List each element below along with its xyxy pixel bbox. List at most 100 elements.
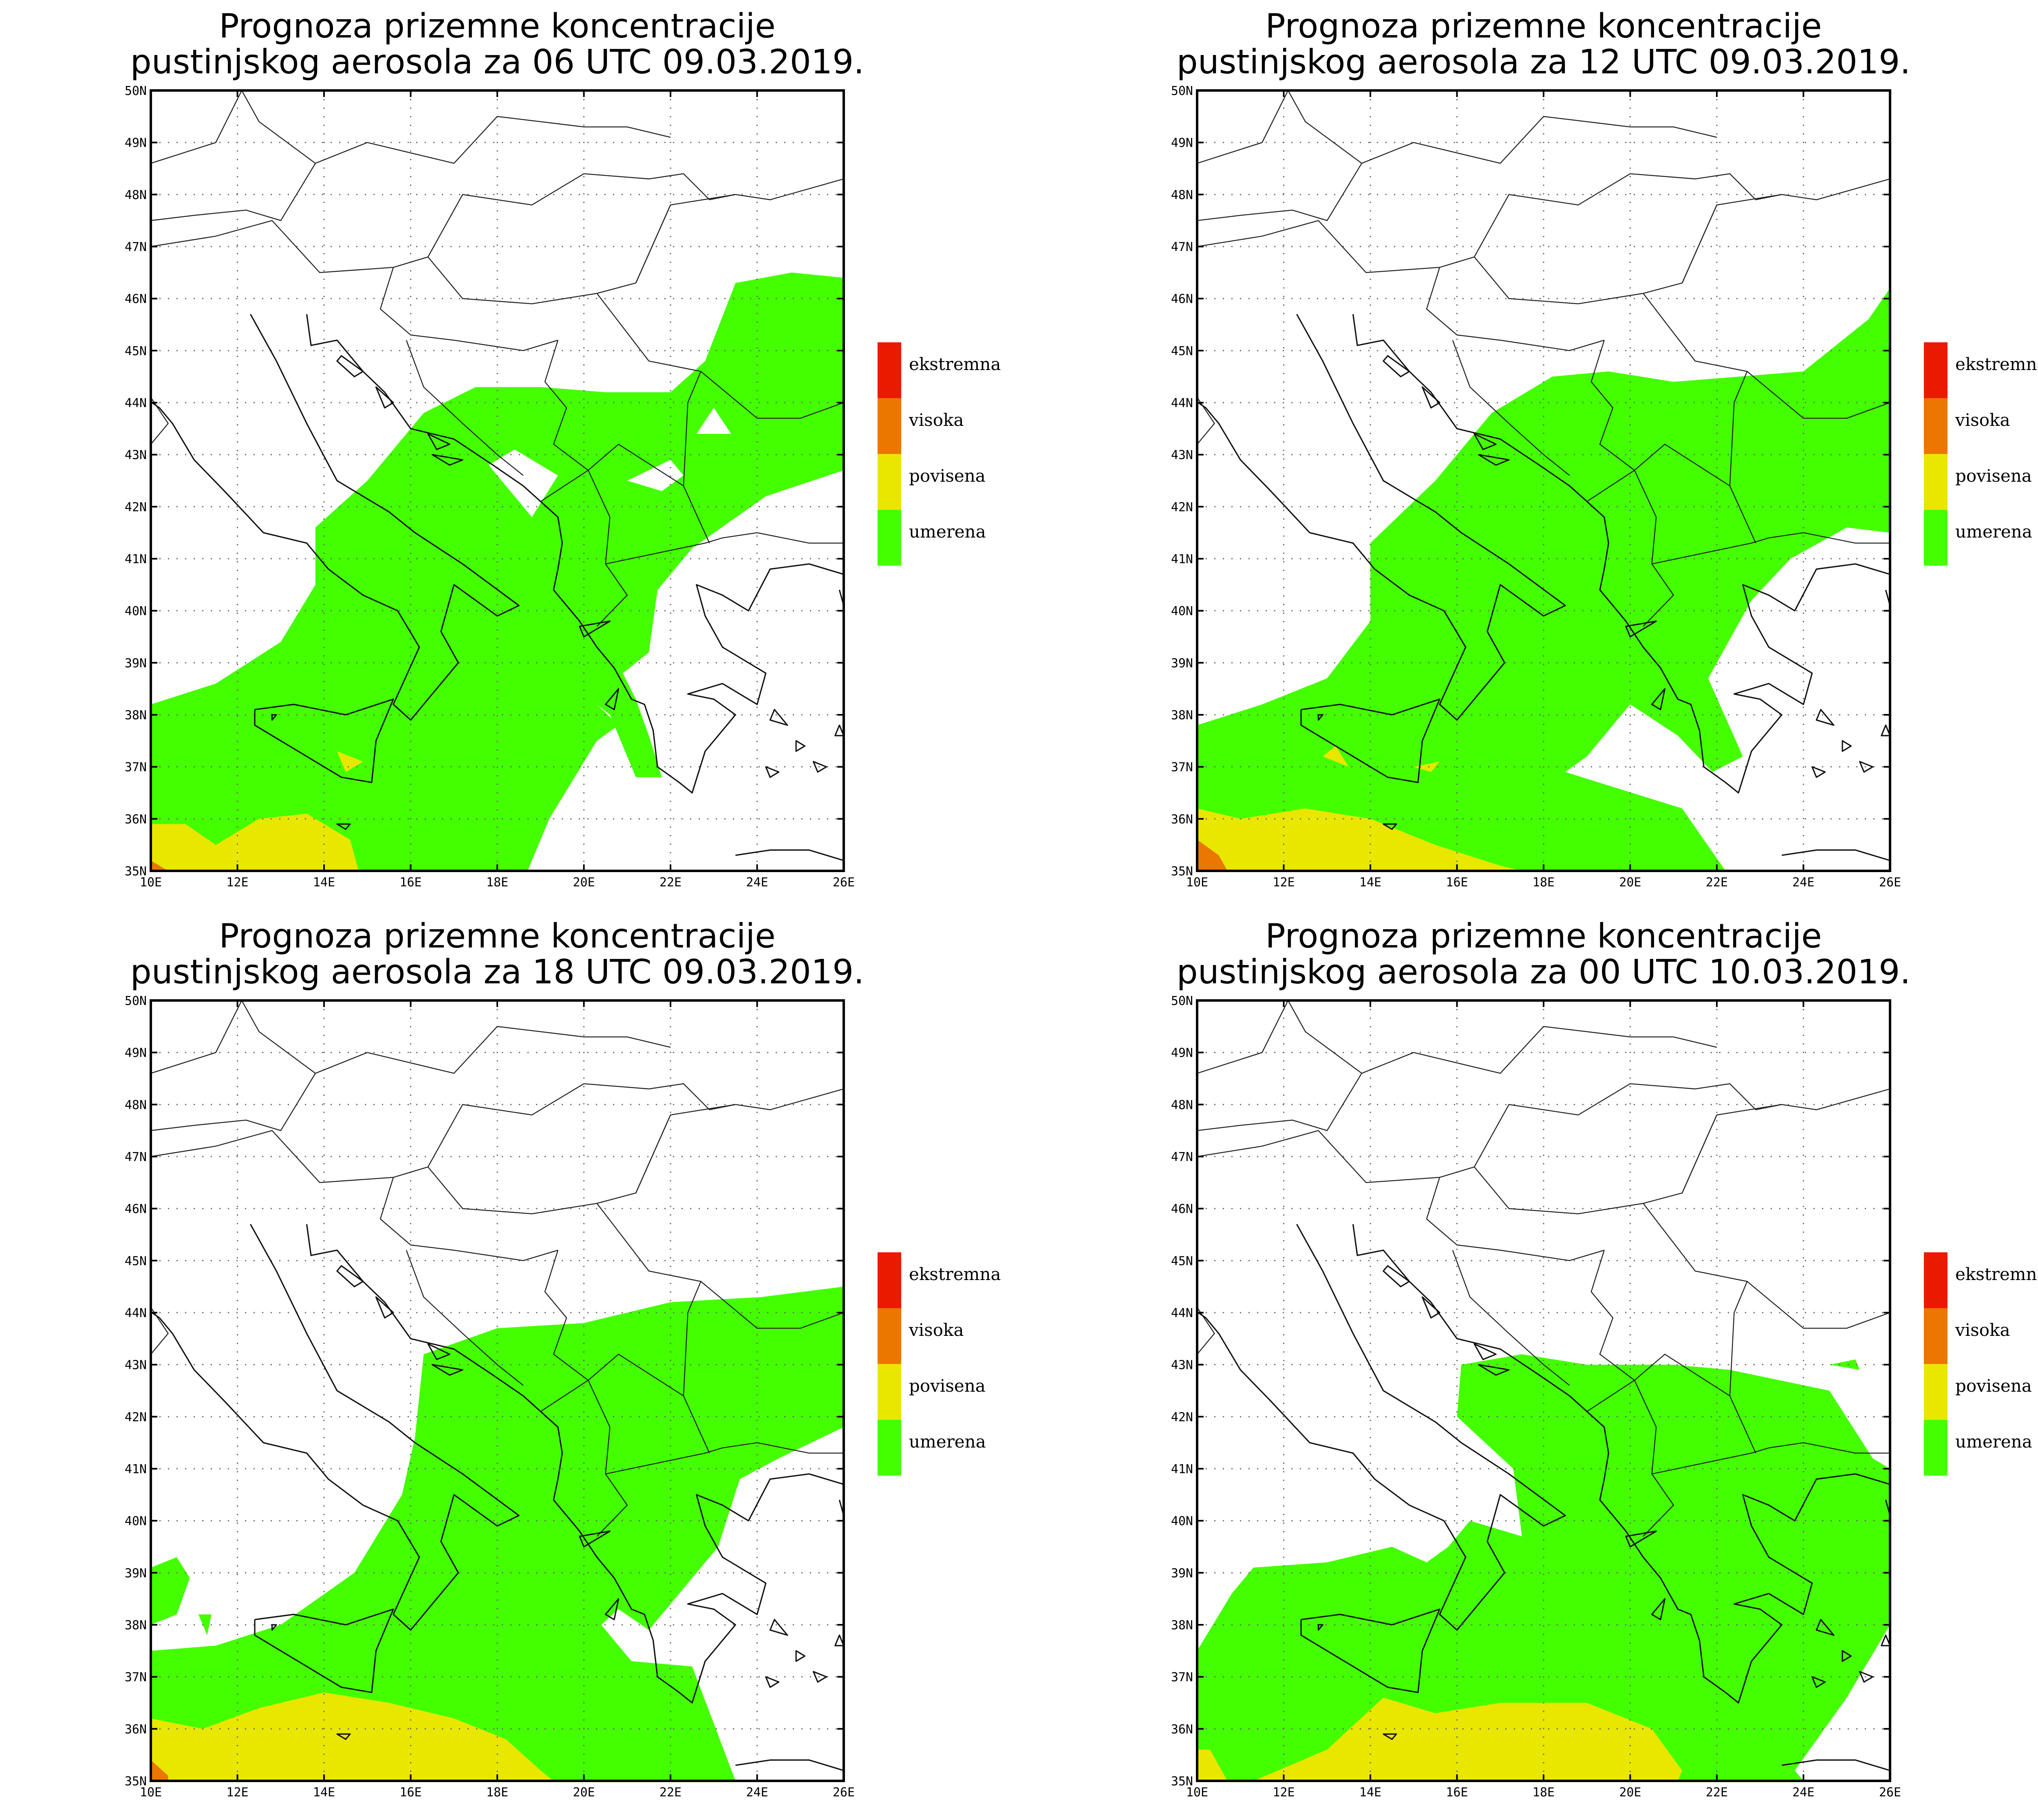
country-border (151, 90, 243, 164)
legend: ekstremna visoka povisena umerena (878, 1252, 1001, 1476)
lat-tick-label: 40N (1171, 604, 1193, 619)
coastline (1782, 1759, 1890, 1772)
map-figure: Prognoza prizemne koncentracijepustinjsk… (1171, 7, 2038, 890)
country-border (540, 293, 702, 502)
visoka-region (151, 1760, 168, 1781)
legend-label-umerena: umerena (1955, 1432, 2032, 1452)
country-border (315, 116, 671, 164)
povisena-region (151, 813, 359, 871)
island (1383, 1733, 1397, 1740)
povisena-region (1197, 1749, 1228, 1781)
lat-tick-label: 40N (125, 1514, 147, 1529)
lat-tick-label: 37N (1171, 1670, 1193, 1685)
legend-label-ekstremna: ekstremna (1955, 1264, 2038, 1284)
country-border (1652, 532, 1890, 564)
lat-tick-label: 36N (125, 812, 147, 826)
island (1815, 709, 1835, 726)
country-border (1197, 90, 1363, 221)
country-border (1590, 340, 1657, 518)
island (427, 433, 450, 450)
country-border (683, 485, 710, 544)
island (769, 1619, 788, 1636)
lat-tick-label: 44N (1171, 1306, 1193, 1320)
lat-tick-label: 45N (1171, 1254, 1193, 1268)
legend-swatch-umerena (878, 510, 901, 566)
country-border (1747, 1281, 1890, 1329)
island (1383, 355, 1410, 377)
lon-tick-label: 14E (1359, 875, 1381, 890)
island (1625, 620, 1657, 638)
country-border (1426, 267, 1605, 351)
lat-tick-label: 35N (1171, 1774, 1193, 1789)
island (336, 1265, 364, 1287)
island (336, 355, 364, 377)
lat-tick-label: 41N (125, 1462, 147, 1476)
lat-tick-label: 42N (125, 1410, 147, 1424)
lat-tick-label: 39N (1171, 656, 1193, 670)
lat-tick-label: 35N (125, 1774, 147, 1789)
country-border (1590, 1250, 1657, 1428)
island (271, 714, 277, 721)
map-title-line2: pustinjskog aerosola za 06 UTC 09.03.201… (130, 43, 865, 82)
island (1859, 1671, 1874, 1683)
island (812, 1671, 827, 1683)
coastline (306, 314, 844, 794)
lon-tick-label: 12E (226, 1785, 248, 1800)
lat-tick-label: 41N (1171, 552, 1193, 566)
legend-swatch-visoka (1924, 398, 1948, 454)
country-border (151, 90, 316, 221)
country-border (1729, 1395, 1756, 1454)
umerena-region (151, 272, 844, 871)
island (1859, 761, 1874, 773)
lat-tick-label: 38N (1171, 1618, 1193, 1633)
island (1811, 766, 1826, 778)
legend-swatch-povisena (878, 1364, 901, 1420)
coastline (1300, 1608, 1440, 1693)
country-border (596, 1427, 628, 1537)
island (1842, 1650, 1852, 1662)
legend-label-ekstremna: ekstremna (909, 354, 1001, 374)
map-area (1197, 90, 1890, 871)
map-figure: Prognoza prizemne koncentracijepustinjsk… (125, 917, 1001, 1800)
legend-swatch-povisena (878, 454, 901, 510)
country-border (540, 1203, 702, 1412)
clear-region (696, 408, 731, 434)
island (769, 709, 788, 726)
lon-tick-label: 16E (399, 1785, 421, 1800)
lon-tick-label: 18E (486, 875, 508, 890)
umerena-region (1829, 1359, 1860, 1370)
lon-tick-label: 14E (313, 1785, 335, 1800)
island (375, 1296, 394, 1319)
umerena-region (1197, 1354, 1890, 1781)
island (1421, 1296, 1440, 1319)
legend-swatch-umerena (878, 1420, 901, 1476)
lon-tick-label: 22E (1706, 875, 1728, 890)
lat-tick-label: 43N (125, 1358, 147, 1373)
lat-tick-label: 39N (1171, 1566, 1193, 1580)
lat-tick-label: 48N (1171, 1098, 1193, 1112)
legend-swatch-ekstremna (878, 342, 901, 398)
country-border (406, 1250, 524, 1386)
umerena-region (198, 1614, 212, 1635)
island (375, 386, 394, 409)
lon-tick-label: 18E (1533, 875, 1555, 890)
lat-tick-label: 46N (125, 1202, 147, 1216)
lat-tick-label: 43N (125, 448, 147, 463)
map-area (1197, 1000, 1890, 1781)
island (795, 740, 806, 752)
clear-region (627, 460, 684, 491)
island (1625, 1530, 1657, 1548)
country-border (635, 194, 736, 283)
island (834, 724, 844, 736)
map-title-line2: pustinjskog aerosola za 12 UTC 09.03.201… (1177, 43, 1911, 82)
island (1383, 823, 1397, 830)
lon-tick-label: 20E (1619, 1785, 1641, 1800)
country-border (1452, 1250, 1570, 1386)
lat-tick-label: 46N (125, 292, 147, 306)
island (431, 1364, 463, 1376)
umerena-region (151, 1287, 844, 1781)
forecast-panel: Prognoza prizemne koncentracije pustinjsk… (1046, 0, 2038, 910)
lon-tick-label: 10E (1186, 1785, 1208, 1800)
lon-tick-label: 24E (1792, 875, 1814, 890)
island (427, 1343, 450, 1360)
